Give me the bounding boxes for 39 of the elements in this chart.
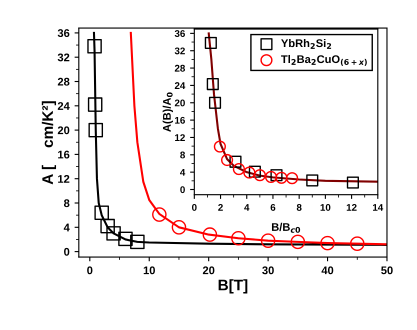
y-tick-label: 32: [58, 53, 70, 62]
x-tick-label: 40: [322, 266, 334, 274]
y-tick-label: 24: [58, 102, 70, 110]
y-tick-label: 0: [64, 248, 70, 256]
y-tick-label: 20: [174, 99, 185, 106]
y-tick-label: 4: [180, 168, 186, 176]
x-tick-label: 6: [270, 204, 276, 211]
y-tick-label: 16: [58, 150, 70, 159]
x-tick-label: 20: [202, 266, 214, 274]
y-tick-label: 36: [58, 29, 70, 38]
x-tick-label: 12: [346, 204, 357, 211]
y-axis-title: A [ cm/K²]: [42, 101, 56, 184]
x-tick-label: 8: [296, 204, 302, 211]
y-axis-title: A(B)/A$_{0}$: [162, 92, 174, 132]
x-tick-label: 10: [320, 204, 330, 211]
x-tick-label: 50: [381, 266, 393, 274]
x-tick-label: 0: [192, 204, 197, 211]
y-tick-label: 12: [58, 174, 70, 183]
y-tick-label: 28: [174, 64, 185, 72]
x-tick-label: 2: [218, 204, 223, 211]
x-tick-label: 14: [373, 204, 384, 211]
x-axis-title: B[T]: [218, 279, 248, 294]
x-tick-label: 4: [244, 204, 250, 211]
y-tick-label: 32: [174, 47, 185, 54]
x-axis-title: B/B$_{c0}$: [272, 222, 300, 233]
y-tick-label: 24: [174, 82, 186, 89]
x-tick-label: 10: [144, 266, 155, 274]
x-tick-label: 30: [262, 266, 274, 274]
y-tick-label: 16: [175, 116, 185, 124]
y-tick-label: 36: [174, 30, 185, 38]
y-tick-label: 0: [180, 186, 185, 194]
legend-label: Tl$_{2}$Ba$_{2}$CuO$_{(6+x)}$: [281, 54, 367, 66]
y-tick-label: 28: [58, 78, 70, 86]
x-tick-label: 0: [87, 266, 92, 274]
y-tick-label: 20: [58, 126, 70, 134]
y-tick-label: 4: [64, 224, 70, 232]
y-tick-label: 12: [175, 134, 185, 141]
y-tick-label: 8: [180, 152, 185, 158]
legend-label: YbRh$_{2}$Si$_{2}$: [281, 38, 332, 49]
